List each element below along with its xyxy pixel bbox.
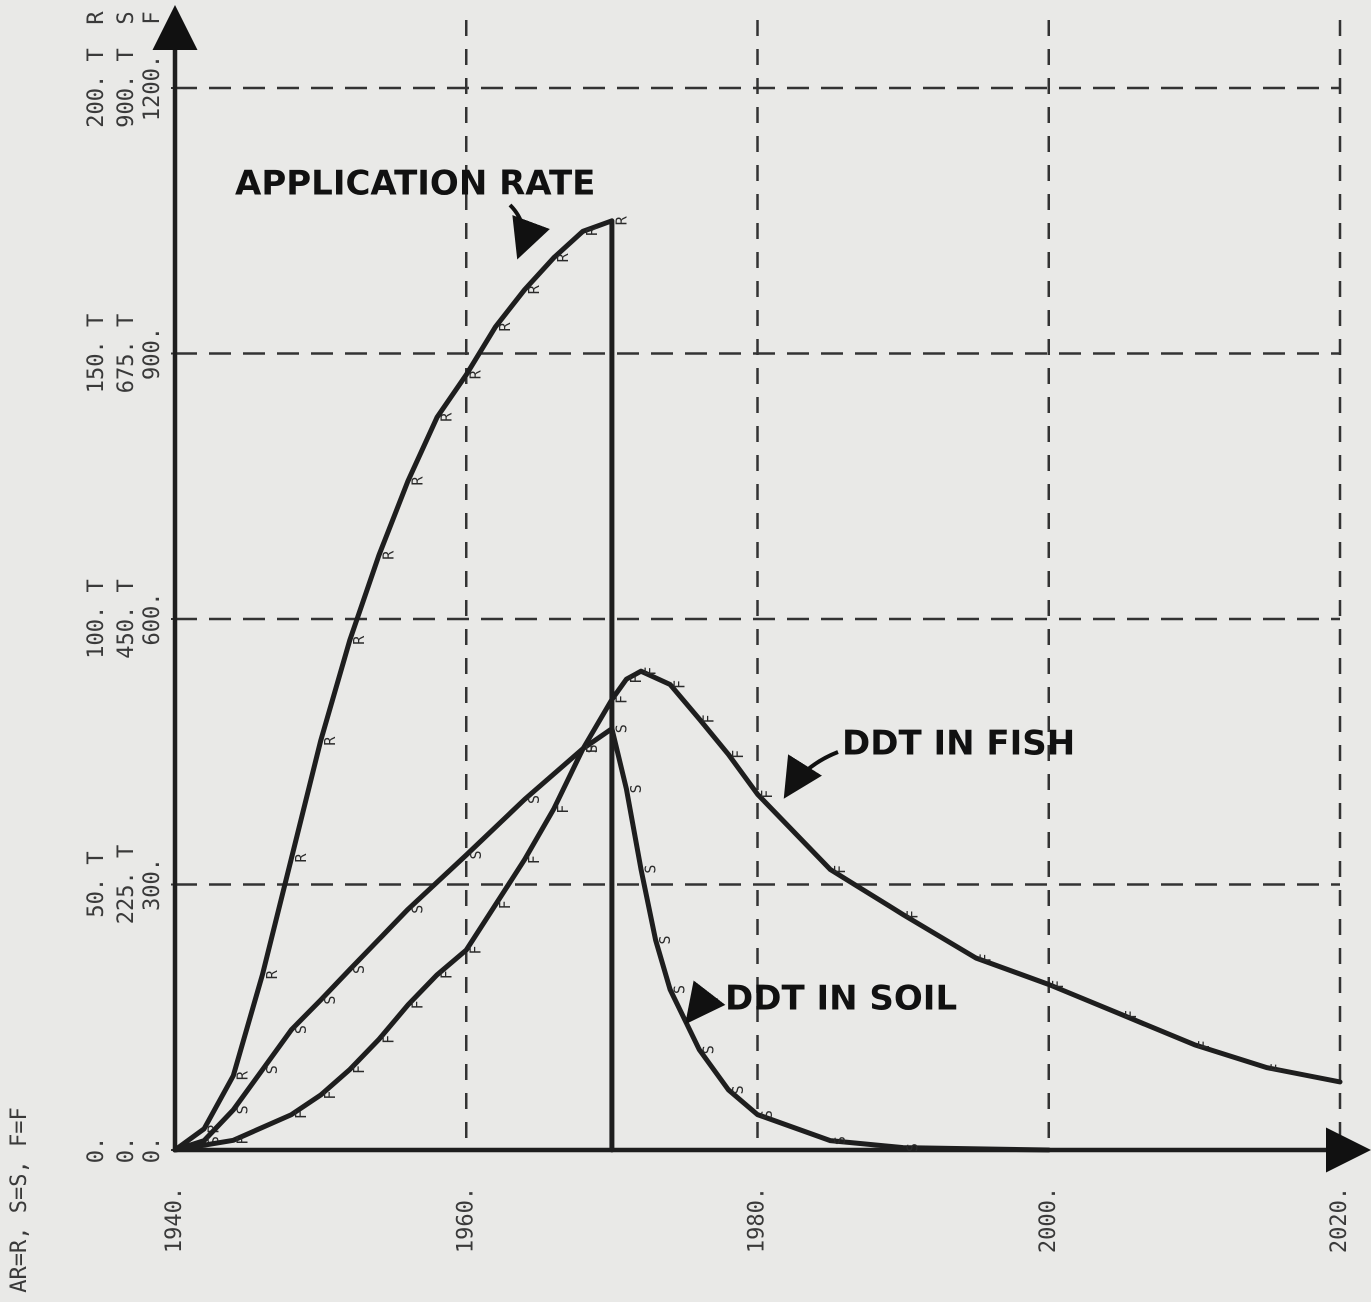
point-marker: F <box>409 1000 427 1009</box>
point-marker: R <box>583 226 601 236</box>
point-marker: S <box>904 1143 922 1152</box>
series-line <box>172 726 1052 1153</box>
point-marker: S <box>671 985 689 994</box>
point-marker: F <box>379 1035 397 1044</box>
point-marker: F <box>758 790 776 799</box>
point-marker: S <box>758 1110 776 1119</box>
y-tick-label: 0. <box>114 1137 139 1164</box>
point-marker: F <box>554 805 572 814</box>
point-marker: R <box>321 736 339 746</box>
y-tick-label: 900. T <box>114 48 139 127</box>
annotation-arrow <box>508 203 550 260</box>
point-marker: F <box>321 1091 339 1100</box>
point-marker: F <box>729 750 747 759</box>
y-tick-label: 0. <box>84 1137 109 1164</box>
point-marker: S <box>831 1136 849 1145</box>
point-marker: S <box>642 865 660 874</box>
point-marker: F <box>1268 1063 1286 1072</box>
x-tick-label: 2020. <box>1327 1187 1352 1253</box>
axis-label: S <box>114 11 139 24</box>
point-marker: F <box>627 675 645 684</box>
point-marker: F <box>467 945 485 954</box>
axis-label: R <box>84 11 109 25</box>
point-marker: R <box>612 215 630 225</box>
point-marker: S <box>321 996 339 1005</box>
x-tick-label: 1980. <box>745 1187 770 1253</box>
point-marker: S <box>656 935 674 944</box>
point-marker: R <box>263 969 281 979</box>
point-marker: F <box>496 900 514 909</box>
point-marker: S <box>525 795 543 804</box>
point-marker: S <box>205 1136 223 1145</box>
point-marker: F <box>292 1110 310 1119</box>
point-marker: R <box>379 550 397 560</box>
y-tick-label: 200. T <box>84 48 109 127</box>
point-marker: R <box>409 475 427 485</box>
point-marker: S <box>263 1065 281 1074</box>
point-marker: F <box>671 680 689 689</box>
point-marker: F <box>1049 980 1067 989</box>
point-marker: F <box>438 970 456 979</box>
point-marker: R <box>438 412 456 422</box>
y-tick-label: 900. <box>140 327 165 380</box>
point-marker: S <box>700 1045 718 1054</box>
point-marker: F <box>976 953 994 962</box>
y-tick-label: 50. T <box>84 851 109 917</box>
y-tick-label: 0. <box>140 1137 165 1164</box>
point-marker: S <box>292 1025 310 1034</box>
point-marker: S <box>612 724 630 733</box>
point-marker: R <box>350 635 368 645</box>
y-tick-label: 225. T <box>114 845 139 924</box>
point-marker: F <box>700 714 718 723</box>
point-marker: F <box>1122 1010 1140 1019</box>
series-line <box>172 668 1343 1153</box>
y-tick-label: 150. T <box>84 314 109 393</box>
y-tick-label: 1200. <box>140 55 165 121</box>
annotation: DDT IN FISH <box>842 724 1075 764</box>
point-marker: F <box>831 865 849 874</box>
point-marker: S <box>583 744 601 753</box>
point-marker: F <box>525 855 543 864</box>
annotation-arrow <box>783 750 839 799</box>
point-marker: F <box>1195 1040 1213 1049</box>
point-marker: F <box>612 695 630 704</box>
point-marker: R <box>292 852 310 862</box>
y-tick-label: 600. <box>140 593 165 646</box>
annotation: DDT IN SOIL <box>725 979 957 1019</box>
point-marker: F <box>642 667 660 676</box>
point-marker: F <box>904 910 922 919</box>
x-tick-label: 1940. <box>162 1187 187 1253</box>
point-marker: S <box>627 784 645 793</box>
annotation-arrow <box>685 980 726 1025</box>
x-tick-label: 2000. <box>1036 1187 1061 1253</box>
series-line <box>172 218 615 1153</box>
point-marker: S <box>467 850 485 859</box>
y-tick-label: 300. <box>140 858 165 911</box>
point-marker: F <box>350 1065 368 1074</box>
x-tick-label: 1960. <box>453 1187 478 1253</box>
point-marker: R <box>525 284 543 294</box>
y-tick-label: 675. T <box>114 314 139 393</box>
point-marker: S <box>234 1105 252 1114</box>
point-marker: R <box>554 252 572 262</box>
y-tick-label: 100. T <box>84 579 109 658</box>
axis-label: F <box>140 11 165 24</box>
point-marker: F <box>234 1136 252 1145</box>
point-marker: R <box>234 1070 252 1080</box>
y-tick-label: 450. T <box>114 579 139 658</box>
point-marker: R <box>467 369 485 379</box>
point-marker: R <box>496 321 514 331</box>
point-marker: S <box>729 1085 747 1094</box>
point-marker: S <box>350 965 368 974</box>
scale-note: AR=R, S=S, F=F <box>7 1107 32 1292</box>
annotation: APPLICATION RATE <box>235 164 595 204</box>
point-marker: S <box>409 905 427 914</box>
point-marker: F <box>583 745 601 754</box>
